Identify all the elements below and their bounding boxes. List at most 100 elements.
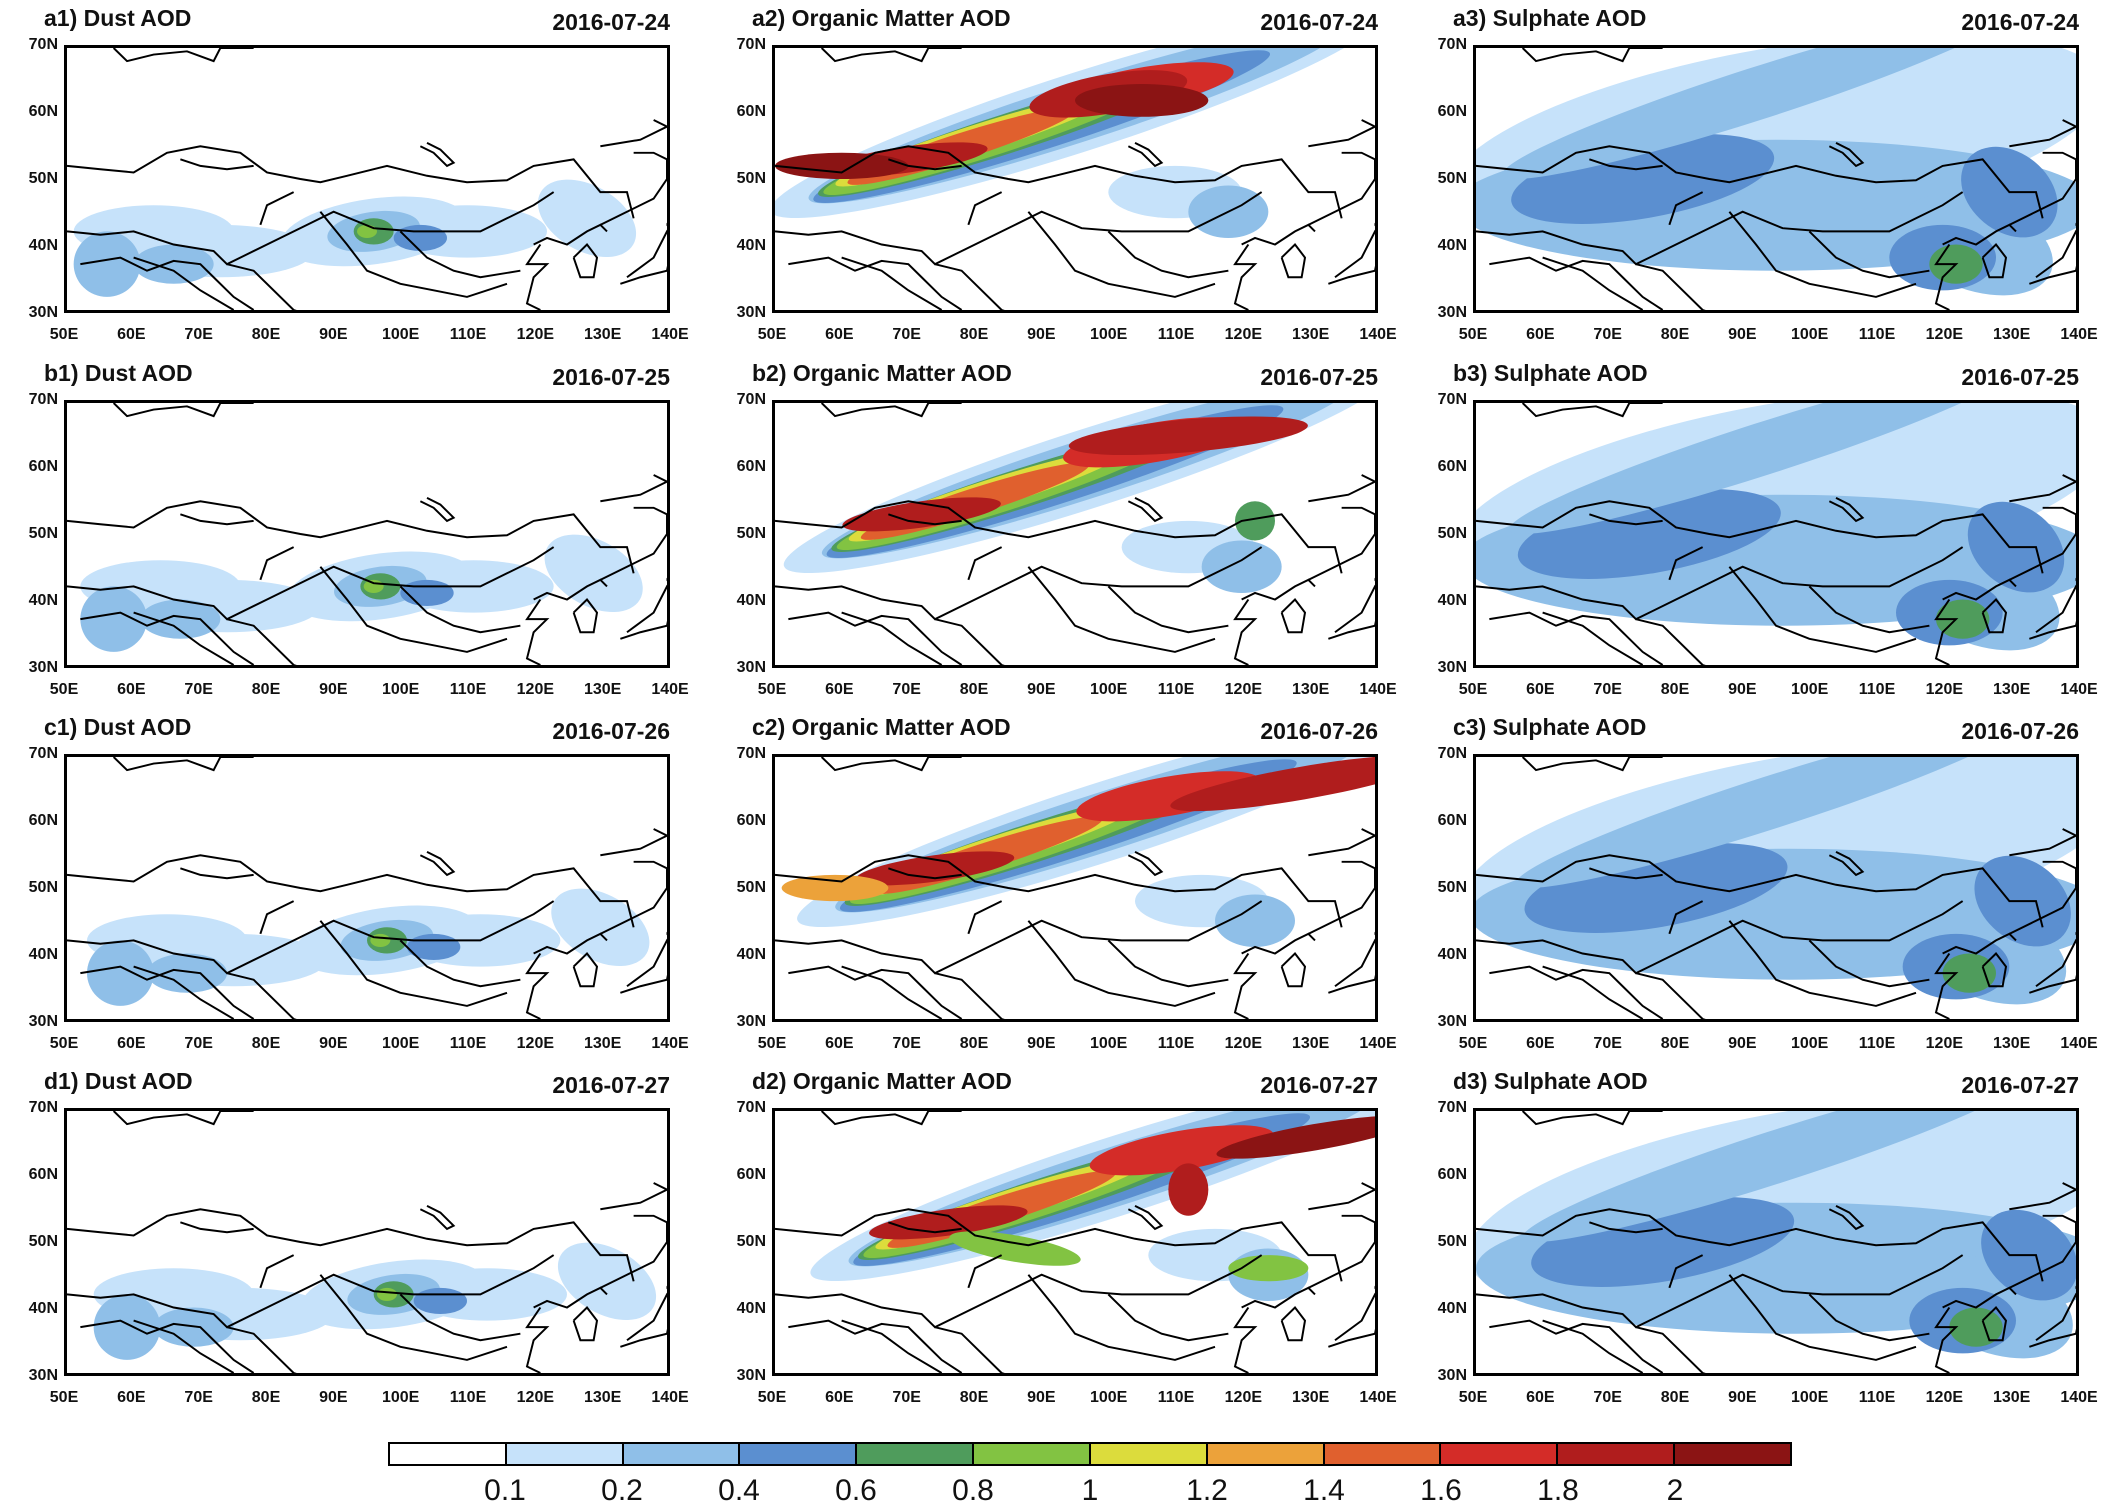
map-panel-a3 bbox=[1473, 45, 2079, 313]
border-line bbox=[1521, 757, 1663, 772]
lat-tick-label: 50N bbox=[28, 1233, 58, 1250]
lat-tick-label: 60N bbox=[1437, 1166, 1467, 1183]
lon-tick-label: 80E bbox=[959, 1035, 989, 1052]
lat-tick-label: 70N bbox=[1437, 391, 1467, 408]
border-line bbox=[133, 965, 235, 1019]
border-line bbox=[1476, 1208, 2044, 1282]
map-panel-c2 bbox=[772, 754, 1378, 1022]
border-line bbox=[2029, 229, 2076, 285]
aod-contour bbox=[377, 1287, 398, 1301]
colorbar-label: 0.1 bbox=[484, 1474, 526, 1507]
aod-field-a3 bbox=[1476, 48, 2076, 310]
colorbar-label: 0.2 bbox=[601, 1474, 643, 1507]
aod-contour bbox=[869, 1205, 1028, 1240]
border-line bbox=[112, 1111, 254, 1126]
lon-tick-label: 60E bbox=[1526, 326, 1555, 343]
lat-tick-label: 50N bbox=[736, 525, 766, 542]
border-line bbox=[1027, 920, 1216, 1007]
panel-title-a2: a2) Organic Matter AOD bbox=[752, 5, 1011, 31]
lon-tick-label: 110E bbox=[1858, 326, 1896, 343]
lon-tick-label: 90E bbox=[1027, 681, 1056, 698]
panel-date-b2: 2016-07-25 bbox=[1260, 364, 1378, 390]
border-line bbox=[1489, 1319, 1664, 1373]
border-line bbox=[1307, 506, 1375, 581]
border-line bbox=[1635, 618, 1706, 665]
border-line bbox=[841, 1319, 943, 1373]
border-line bbox=[533, 932, 608, 955]
lon-tick-label: 100E bbox=[381, 1035, 420, 1052]
border-line bbox=[1635, 972, 1706, 1019]
border-line bbox=[788, 1319, 963, 1373]
lon-tick-label: 90E bbox=[1728, 681, 1757, 698]
lat-tick-label: 60N bbox=[28, 1166, 58, 1183]
border-line bbox=[1308, 1182, 1375, 1211]
border-line bbox=[1808, 230, 1930, 279]
border-line bbox=[1542, 965, 1644, 1019]
panel-date-b1: 2016-07-25 bbox=[552, 364, 670, 390]
aod-contour bbox=[949, 1231, 1081, 1266]
border-line bbox=[319, 1274, 508, 1361]
aod-contour bbox=[1075, 84, 1209, 117]
border-line bbox=[533, 578, 608, 601]
lat-tick-label: 40N bbox=[1437, 946, 1467, 963]
border-line bbox=[1307, 860, 1375, 935]
border-line bbox=[775, 1208, 1343, 1282]
lat-tick-label: 30N bbox=[1437, 1367, 1467, 1384]
border-line bbox=[399, 230, 521, 279]
panel-title-d2: d2) Organic Matter AOD bbox=[752, 1068, 1012, 1094]
panel-title-b2: b2) Organic Matter AOD bbox=[752, 360, 1012, 386]
map-panel-a2 bbox=[772, 45, 1378, 313]
lon-tick-label: 130E bbox=[583, 1035, 622, 1052]
border-line bbox=[820, 757, 962, 772]
aod-contour bbox=[1949, 1307, 2003, 1347]
lon-tick-label: 140E bbox=[651, 681, 689, 698]
border-line bbox=[1328, 1292, 1375, 1348]
border-line bbox=[1808, 585, 1930, 634]
border-line bbox=[1241, 932, 1316, 955]
lat-tick-label: 50N bbox=[736, 170, 766, 187]
border-line bbox=[180, 513, 254, 526]
panel-date-d1: 2016-07-27 bbox=[552, 1072, 670, 1098]
lat-tick-label: 30N bbox=[28, 304, 58, 321]
aod-field-b2 bbox=[775, 403, 1375, 665]
border-line bbox=[820, 48, 962, 63]
border-line bbox=[525, 1306, 550, 1373]
border-line bbox=[133, 1319, 235, 1373]
panel-date-b3: 2016-07-25 bbox=[1961, 364, 2079, 390]
border-line bbox=[1027, 211, 1216, 298]
lon-tick-label: 50E bbox=[49, 326, 79, 343]
colorbar-label: 0.8 bbox=[952, 1474, 994, 1507]
lat-tick-label: 60N bbox=[1437, 812, 1467, 829]
aod-contour bbox=[1522, 1111, 2030, 1242]
border-line bbox=[2008, 860, 2076, 935]
border-line bbox=[80, 965, 255, 1019]
lon-tick-label: 140E bbox=[2060, 1035, 2098, 1052]
border-line bbox=[1127, 497, 1164, 523]
lon-tick-label: 70E bbox=[892, 1389, 921, 1406]
border-line bbox=[1521, 403, 1663, 418]
lat-tick-label: 70N bbox=[1437, 745, 1467, 762]
border-line bbox=[841, 965, 943, 1019]
lat-tick-label: 60N bbox=[736, 458, 766, 475]
border-line bbox=[620, 1292, 667, 1348]
aod-contour bbox=[1228, 1255, 1309, 1282]
lon-tick-label: 110E bbox=[1157, 681, 1195, 698]
border-line bbox=[775, 145, 1343, 219]
border-line bbox=[775, 500, 1343, 574]
lon-tick-label: 70E bbox=[1593, 681, 1622, 698]
aod-field-c2 bbox=[775, 757, 1375, 1019]
border-line bbox=[112, 757, 254, 772]
border-line bbox=[1476, 854, 2044, 928]
border-line bbox=[841, 611, 943, 665]
border-line bbox=[1635, 1326, 1706, 1373]
map-panel-c3 bbox=[1473, 754, 2079, 1022]
border-line bbox=[841, 256, 943, 310]
border-line bbox=[820, 1111, 962, 1126]
aod-contour bbox=[357, 224, 377, 238]
lon-tick-label: 110E bbox=[1858, 1389, 1896, 1406]
border-line bbox=[934, 972, 1005, 1019]
lon-tick-label: 60E bbox=[1526, 681, 1555, 698]
lat-tick-label: 30N bbox=[736, 1367, 766, 1384]
lon-tick-label: 60E bbox=[117, 681, 146, 698]
panel-date-d2: 2016-07-27 bbox=[1260, 1072, 1378, 1098]
